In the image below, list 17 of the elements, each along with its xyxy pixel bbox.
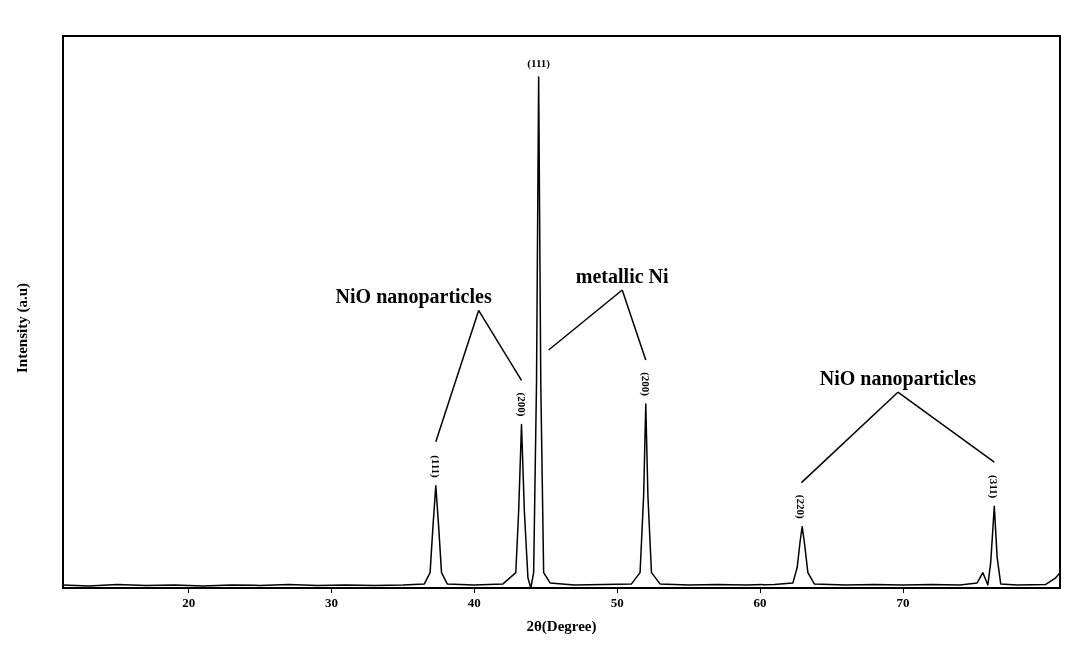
x-tick-label: 30 xyxy=(325,595,339,610)
annotation: metallic Ni xyxy=(575,265,670,287)
x-tick-label: 70 xyxy=(896,595,910,610)
annotation: (220) xyxy=(794,494,808,519)
x-tick-label: 60 xyxy=(753,595,767,610)
annotation: (200) xyxy=(638,372,652,397)
annotation: (200) xyxy=(514,392,528,417)
annotation: NiO nanoparticles xyxy=(819,367,977,391)
x-tick-label: 40 xyxy=(467,595,481,610)
annotation: (311) xyxy=(987,474,1001,499)
x-tick-label: 20 xyxy=(182,595,196,610)
x-axis-title: 2θ(Degree) xyxy=(526,617,597,635)
annotation: (111) xyxy=(527,57,551,71)
annotation: NiO nanoparticles xyxy=(335,285,492,309)
annotation: (111) xyxy=(428,455,442,479)
y-axis-title: Intensity (a.u) xyxy=(13,282,31,373)
x-tick-label: 50 xyxy=(610,595,624,610)
